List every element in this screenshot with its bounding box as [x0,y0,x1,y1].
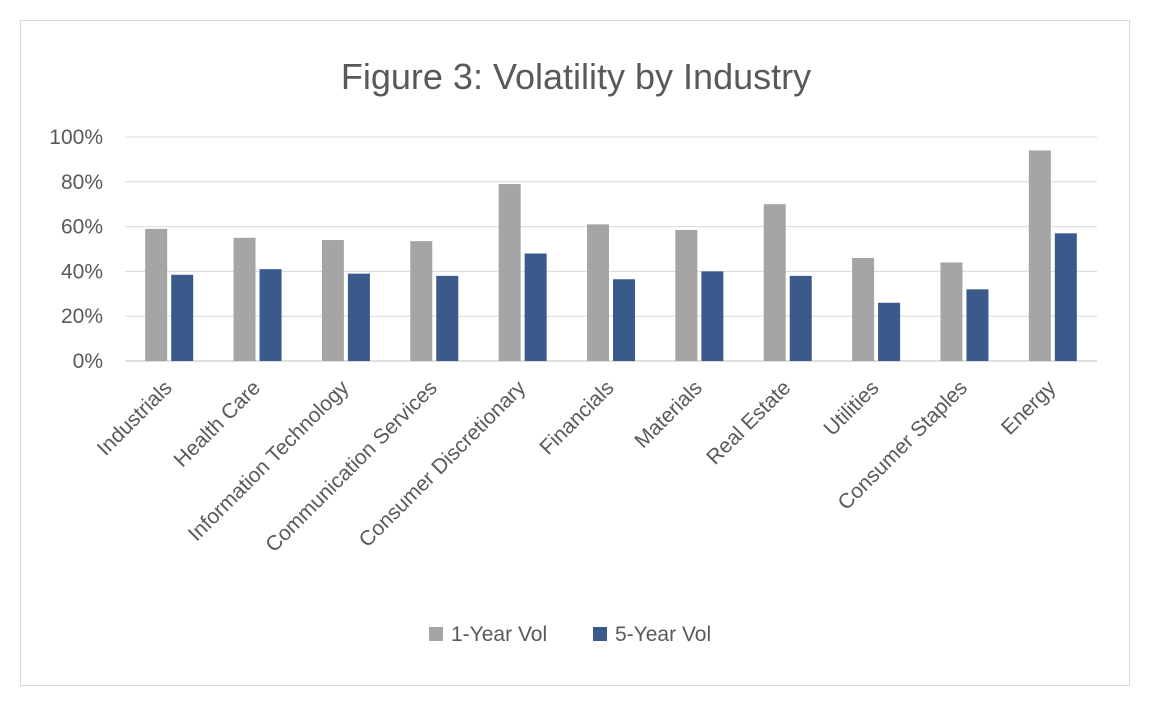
x-category-label: Information Technology [184,376,354,546]
bar-5yr [789,275,812,361]
bar-5yr [701,271,724,361]
y-tick-label: 0% [73,350,103,373]
x-category-label: Communication Services [261,376,442,557]
bar-1yr [498,184,521,361]
chart-frame: Figure 3: Volatility by Industry 0% 20% 40… [20,20,1130,686]
legend-swatch [429,627,443,641]
x-category-label: Real Estate [702,376,795,469]
y-tick-label: 40% [61,260,103,283]
y-tick-label: 20% [61,305,103,328]
bar-1yr [321,240,344,361]
x-category-label: Industrials [93,376,177,460]
bar-1yr [145,228,168,361]
x-category-label: Utilities [820,376,884,440]
y-tick-label: 60% [61,216,103,239]
x-category-label: Energy [997,376,1061,440]
bar-1yr [675,229,698,361]
bar-1yr [587,224,609,361]
legend-label: 5-Year Vol [615,623,711,646]
chart-title: Figure 3: Volatility by Industry [341,56,811,97]
y-tick-label: 80% [61,171,103,194]
bar-1yr [410,241,433,361]
bar-5yr [171,274,194,361]
bar-1yr [1028,150,1051,361]
x-category-label: Materials [630,376,707,453]
bar-5yr [878,302,901,361]
bar-5yr [436,275,459,361]
gridlines [125,136,1097,362]
x-category-label: Consumer Discretionary [355,376,531,552]
legend-label: 1-Year Vol [451,623,547,646]
bar-5yr [966,289,989,361]
bar-5yr [613,279,635,361]
x-category-label: Financials [535,376,618,459]
bar-5yr [1054,233,1077,361]
bar-1yr [940,262,963,361]
bars [145,150,1077,361]
legend: 1-Year Vol 5-Year Vol [429,623,711,646]
bar-5yr [259,269,282,361]
bar-5yr [347,273,370,361]
x-category-label: Health Care [170,376,266,472]
y-axis-ticks: 0% 20% 40% 60% 80% 100% [49,126,103,373]
bar-1yr [852,257,875,361]
bar-1yr [763,204,786,361]
bar-5yr [524,253,547,361]
bar-1yr [233,237,256,361]
bar-chart: Figure 3: Volatility by Industry 0% 20% 40… [49,56,1097,646]
y-tick-label: 100% [49,126,103,149]
legend-swatch [593,627,607,641]
